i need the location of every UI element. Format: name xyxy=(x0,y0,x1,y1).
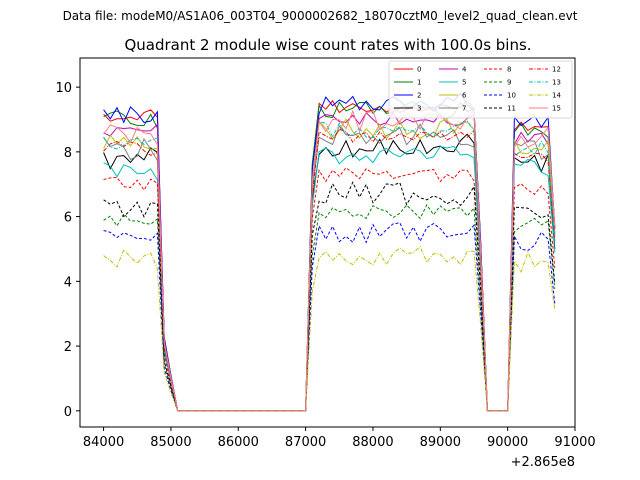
x-tick-label: 85000 xyxy=(150,435,191,450)
legend-label-10: 10 xyxy=(507,92,516,100)
legend-label-7: 7 xyxy=(462,105,466,113)
y-axis: 0 2 4 6 8 10 xyxy=(55,81,80,420)
series-line-7 xyxy=(103,123,556,412)
legend-label-11: 11 xyxy=(507,105,516,113)
legend-label-6: 6 xyxy=(462,92,467,100)
series-line-4 xyxy=(103,111,556,412)
x-tick-label: 86000 xyxy=(218,435,259,450)
x-tick-label: 90000 xyxy=(487,435,528,450)
x-tick-label: 84000 xyxy=(83,435,124,450)
x-tick-label: 87000 xyxy=(285,435,326,450)
legend-label-14: 14 xyxy=(552,92,561,100)
y-tick-label: 10 xyxy=(55,81,72,96)
legend-box xyxy=(388,60,573,119)
y-tick-label: 6 xyxy=(64,211,72,226)
legend-label-0: 0 xyxy=(417,66,421,74)
x-tick-label: 89000 xyxy=(420,435,461,450)
series-line-5 xyxy=(103,145,556,412)
series-line-6 xyxy=(103,118,556,412)
y-tick-label: 0 xyxy=(64,405,72,420)
legend-label-1: 1 xyxy=(417,79,421,87)
legend-label-8: 8 xyxy=(507,66,511,74)
legend-label-2: 2 xyxy=(417,92,421,100)
legend-label-4: 4 xyxy=(462,66,467,74)
plot-frame xyxy=(79,57,576,428)
legend-label-3: 3 xyxy=(417,105,421,113)
series-line-12 xyxy=(103,128,556,412)
series-line-2 xyxy=(103,92,556,412)
x-axis: 84000 85000 86000 87000 88000 89000 90000 91000 xyxy=(83,427,596,450)
x-tick-label: 91000 xyxy=(554,435,595,450)
chart-title: Quadrant 2 module wise count rates with … xyxy=(124,36,531,54)
series-line-14 xyxy=(103,245,556,412)
chart-suptitle: Data file: modeM0/AS1A06_003T04_90000026… xyxy=(63,9,578,23)
legend-label-15: 15 xyxy=(552,105,561,113)
x-tick-label: 88000 xyxy=(352,435,393,450)
y-tick-label: 2 xyxy=(64,340,72,355)
y-tick-label: 4 xyxy=(64,275,72,290)
series-line-13 xyxy=(103,120,556,412)
legend-label-9: 9 xyxy=(507,79,511,87)
legend-label-5: 5 xyxy=(462,79,466,87)
legend-label-12: 12 xyxy=(552,66,561,74)
plot-lines xyxy=(103,92,556,412)
y-tick-label: 8 xyxy=(64,146,72,161)
series-line-8 xyxy=(103,167,556,412)
series-line-15 xyxy=(103,109,556,412)
x-offset-label: +2.865e8 xyxy=(511,455,575,470)
legend-label-13: 13 xyxy=(552,79,561,87)
